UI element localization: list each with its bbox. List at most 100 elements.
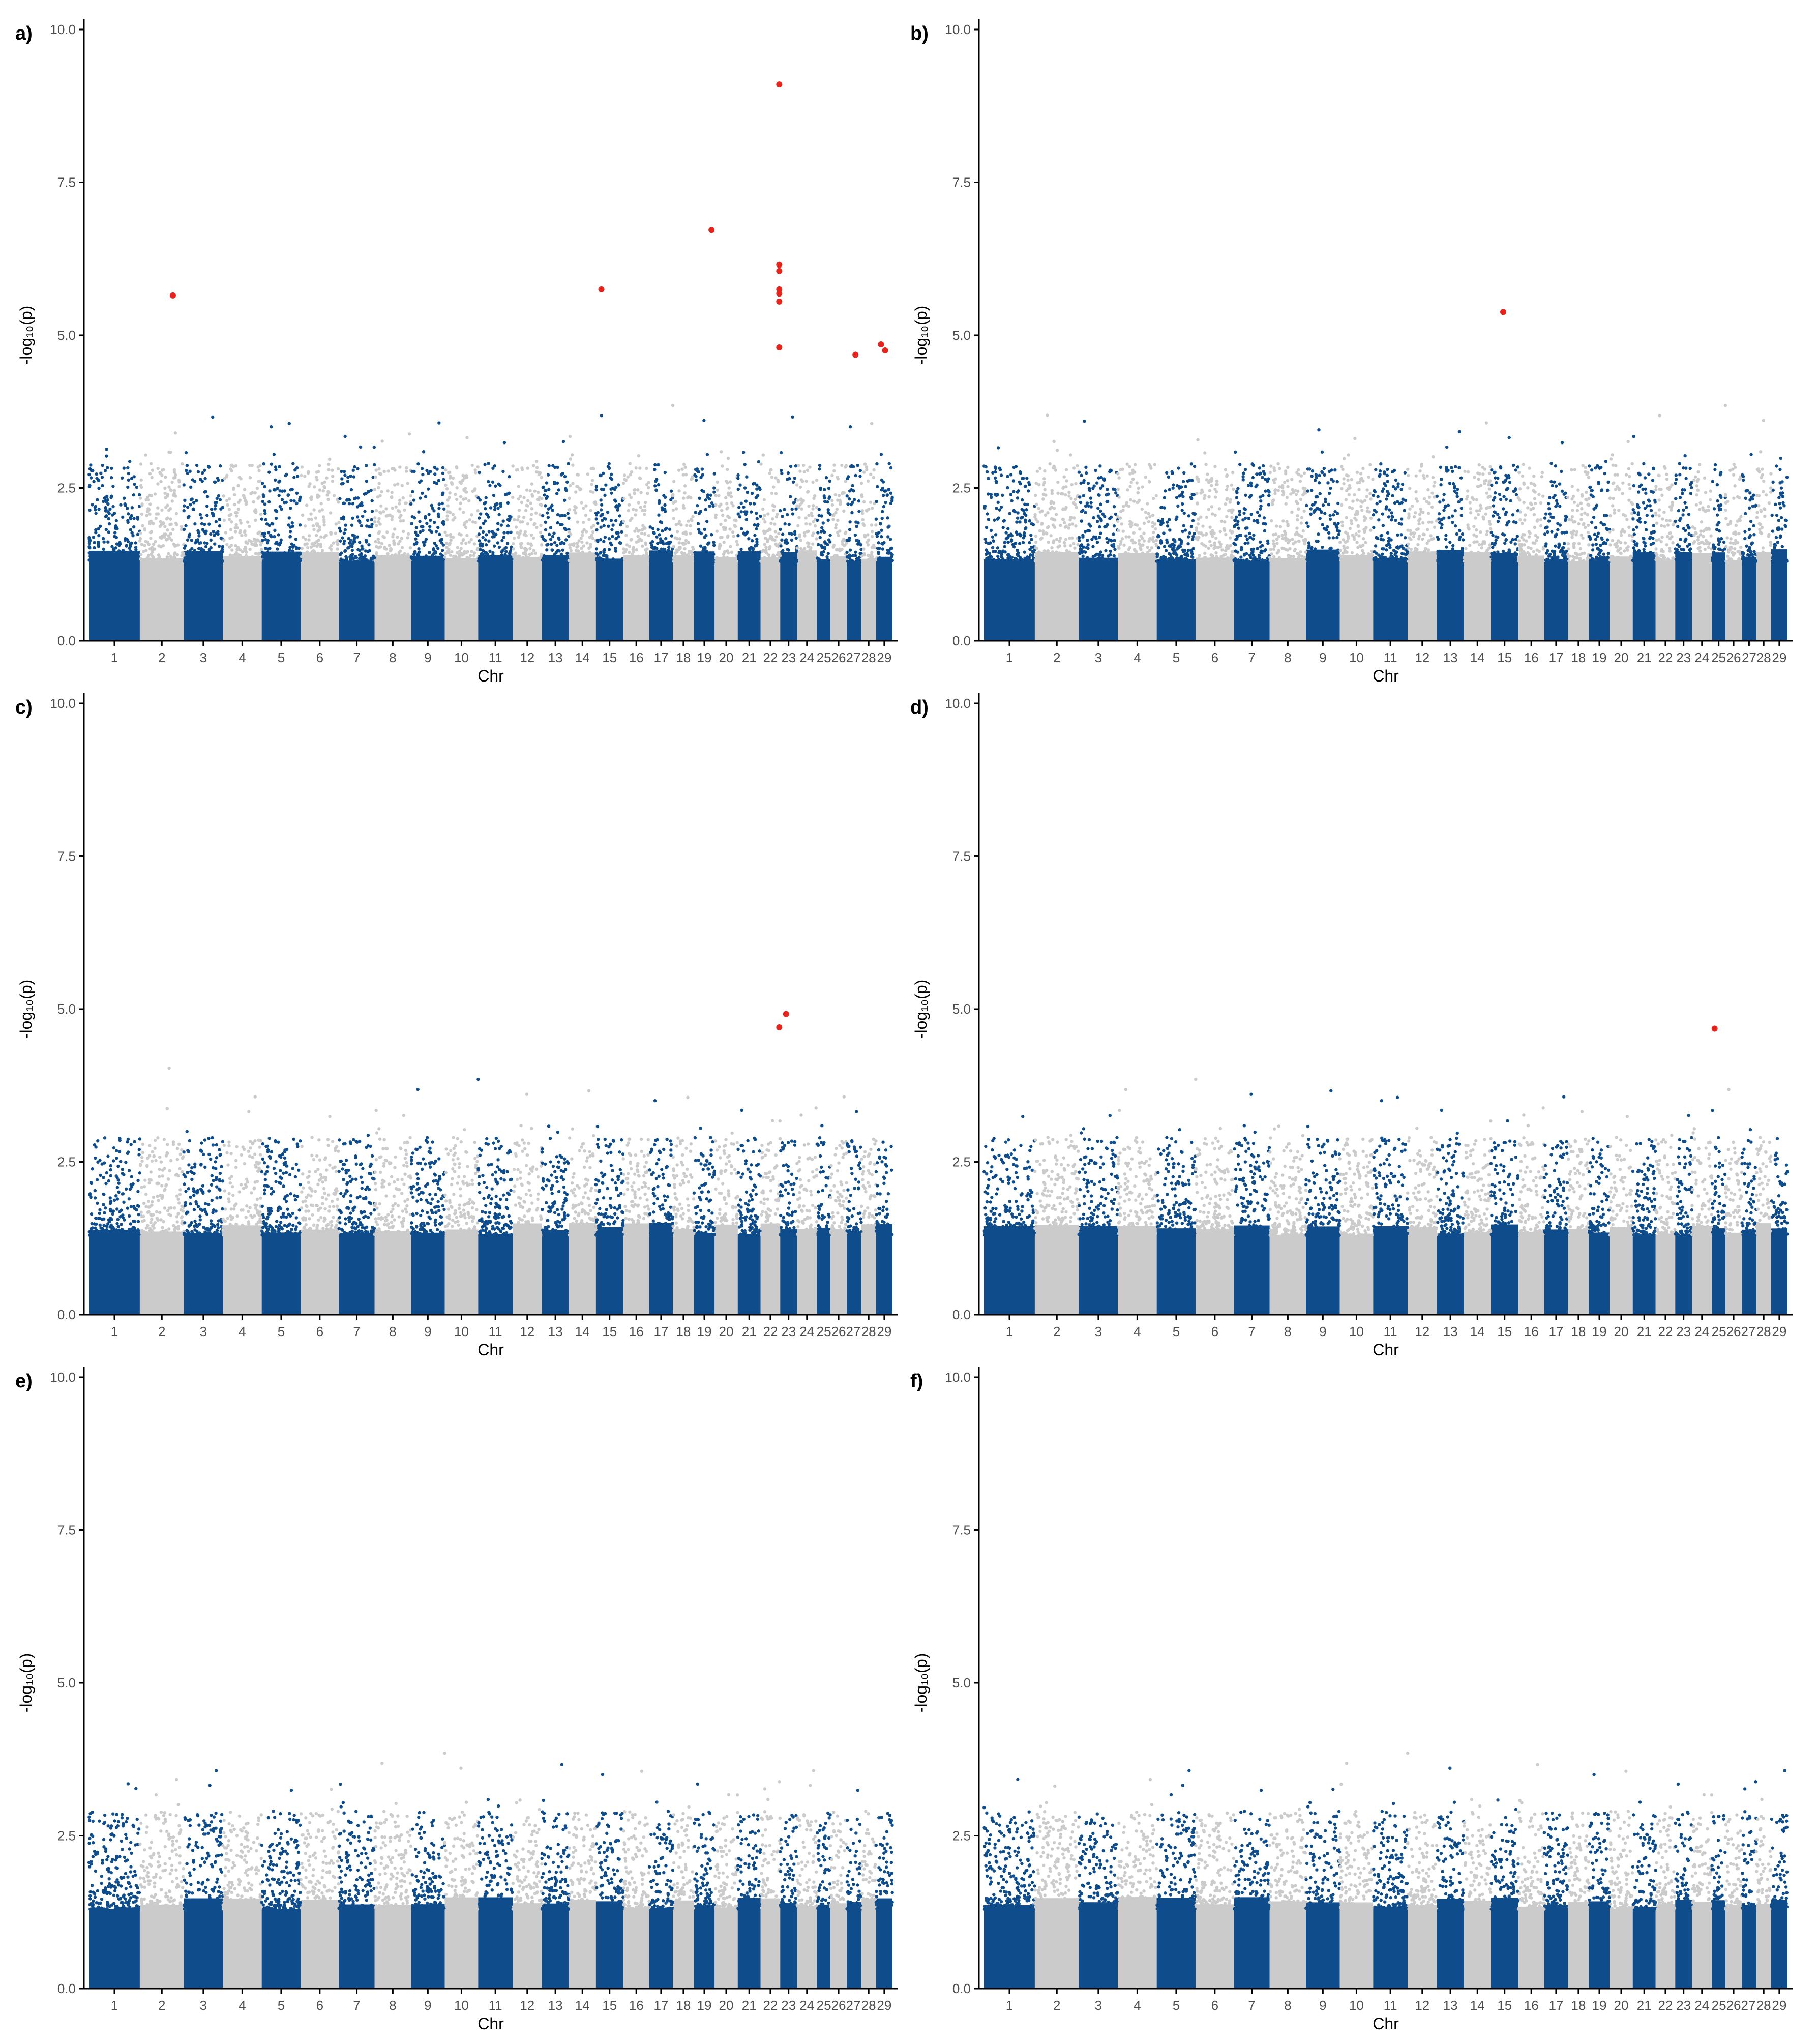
- snp-point: [140, 502, 144, 506]
- snp-point: [388, 544, 391, 547]
- snp-point: [1247, 531, 1251, 536]
- chromosome-band-3: [184, 551, 223, 641]
- snp-point: [129, 552, 132, 556]
- snp-point: [517, 536, 521, 539]
- snp-point: [1208, 525, 1212, 529]
- snp-point: [279, 538, 283, 542]
- snp-point: [584, 504, 588, 508]
- snp-point: [1303, 538, 1307, 541]
- snp-point: [576, 520, 579, 524]
- snp-point: [1073, 546, 1077, 550]
- snp-point: [862, 523, 866, 527]
- snp-point: [1006, 540, 1010, 544]
- snp-point: [767, 558, 771, 562]
- snp-point: [316, 522, 319, 526]
- snp-point: [1104, 559, 1107, 563]
- snp-point: [1092, 516, 1095, 520]
- snp-point: [1137, 539, 1141, 542]
- snp-point: [689, 524, 692, 528]
- snp-point: [1016, 516, 1020, 520]
- snp-point: [813, 524, 817, 528]
- snp-point: [421, 556, 425, 560]
- snp-point: [670, 534, 674, 538]
- snp-point: [228, 514, 231, 517]
- snp-point: [546, 473, 550, 477]
- snp-point: [133, 559, 137, 563]
- snp-point: [860, 509, 865, 513]
- snp-point: [129, 516, 132, 520]
- snp-point: [1113, 547, 1117, 551]
- snp-point: [594, 513, 599, 517]
- snp-point: [850, 559, 853, 562]
- snp-point: [348, 541, 351, 545]
- snp-point: [460, 541, 464, 545]
- snp-point: [304, 537, 308, 541]
- snp-point: [712, 541, 716, 544]
- snp-point: [595, 528, 599, 532]
- snp-point: [1272, 559, 1276, 562]
- snp-point: [244, 558, 248, 562]
- snp-point: [273, 528, 277, 532]
- snp-point: [743, 463, 747, 466]
- snp-point: [1020, 508, 1024, 511]
- snp-point: [131, 534, 135, 538]
- panel-a: 0.02.55.07.510.01 2 3 4 5 6 7 8 9 10 11 12 13 14 15 16 1…: [15, 19, 898, 685]
- snp-point: [549, 542, 553, 546]
- snp-point: [499, 505, 503, 508]
- snp-point: [1286, 538, 1290, 541]
- snp-point: [1177, 466, 1180, 470]
- snp-point: [1128, 472, 1132, 476]
- snp-point: [607, 537, 611, 541]
- snp-point: [1219, 519, 1224, 523]
- snp-point: [248, 548, 252, 551]
- snp-point: [1186, 549, 1190, 552]
- snp-point: [555, 481, 559, 485]
- snp-point: [146, 509, 150, 513]
- snp-point: [655, 478, 659, 481]
- snp-point: [1159, 506, 1163, 510]
- snp-point: [1012, 490, 1016, 493]
- snp-point: [987, 518, 991, 521]
- snp-point: [502, 536, 505, 539]
- snp-point: [273, 488, 277, 492]
- snp-point: [188, 469, 192, 473]
- snp-point: [1242, 507, 1246, 511]
- snp-point: [232, 465, 235, 468]
- snp-point: [666, 548, 670, 552]
- snp-point: [120, 476, 124, 480]
- snp-point: [316, 529, 320, 533]
- snp-point: [798, 503, 802, 507]
- snp-point: [95, 559, 99, 563]
- snp-point: [261, 539, 264, 542]
- snp-point: [216, 477, 220, 480]
- snp-point: [186, 538, 190, 542]
- snp-point: [889, 466, 893, 470]
- snp-point: [459, 481, 463, 485]
- snp-point: [799, 498, 802, 501]
- snp-point: [1278, 525, 1283, 528]
- snp-point: [496, 507, 500, 510]
- snp-point: [296, 559, 300, 563]
- snp-point: [537, 559, 541, 563]
- snp-point: [1040, 521, 1044, 525]
- snp-point: [1203, 551, 1207, 555]
- snp-point: [858, 469, 862, 472]
- snp-point: [484, 543, 488, 547]
- snp-point: [1034, 534, 1038, 538]
- snp-point: [802, 463, 806, 467]
- snp-point: [1232, 559, 1236, 563]
- snp-point: [503, 553, 507, 556]
- snp-point: [877, 552, 880, 555]
- snp-point: [159, 545, 163, 549]
- snp-point: [367, 543, 371, 547]
- snp-point: [1114, 512, 1118, 516]
- snp-point: [749, 502, 752, 506]
- snp-point: [596, 553, 600, 557]
- snp-point: [341, 536, 344, 540]
- snp-point: [360, 544, 364, 548]
- snp-point: [1269, 464, 1273, 468]
- snp-point: [715, 529, 719, 533]
- snp-point: [1172, 546, 1176, 549]
- snp-point: [170, 558, 174, 562]
- snp-point: [163, 559, 166, 563]
